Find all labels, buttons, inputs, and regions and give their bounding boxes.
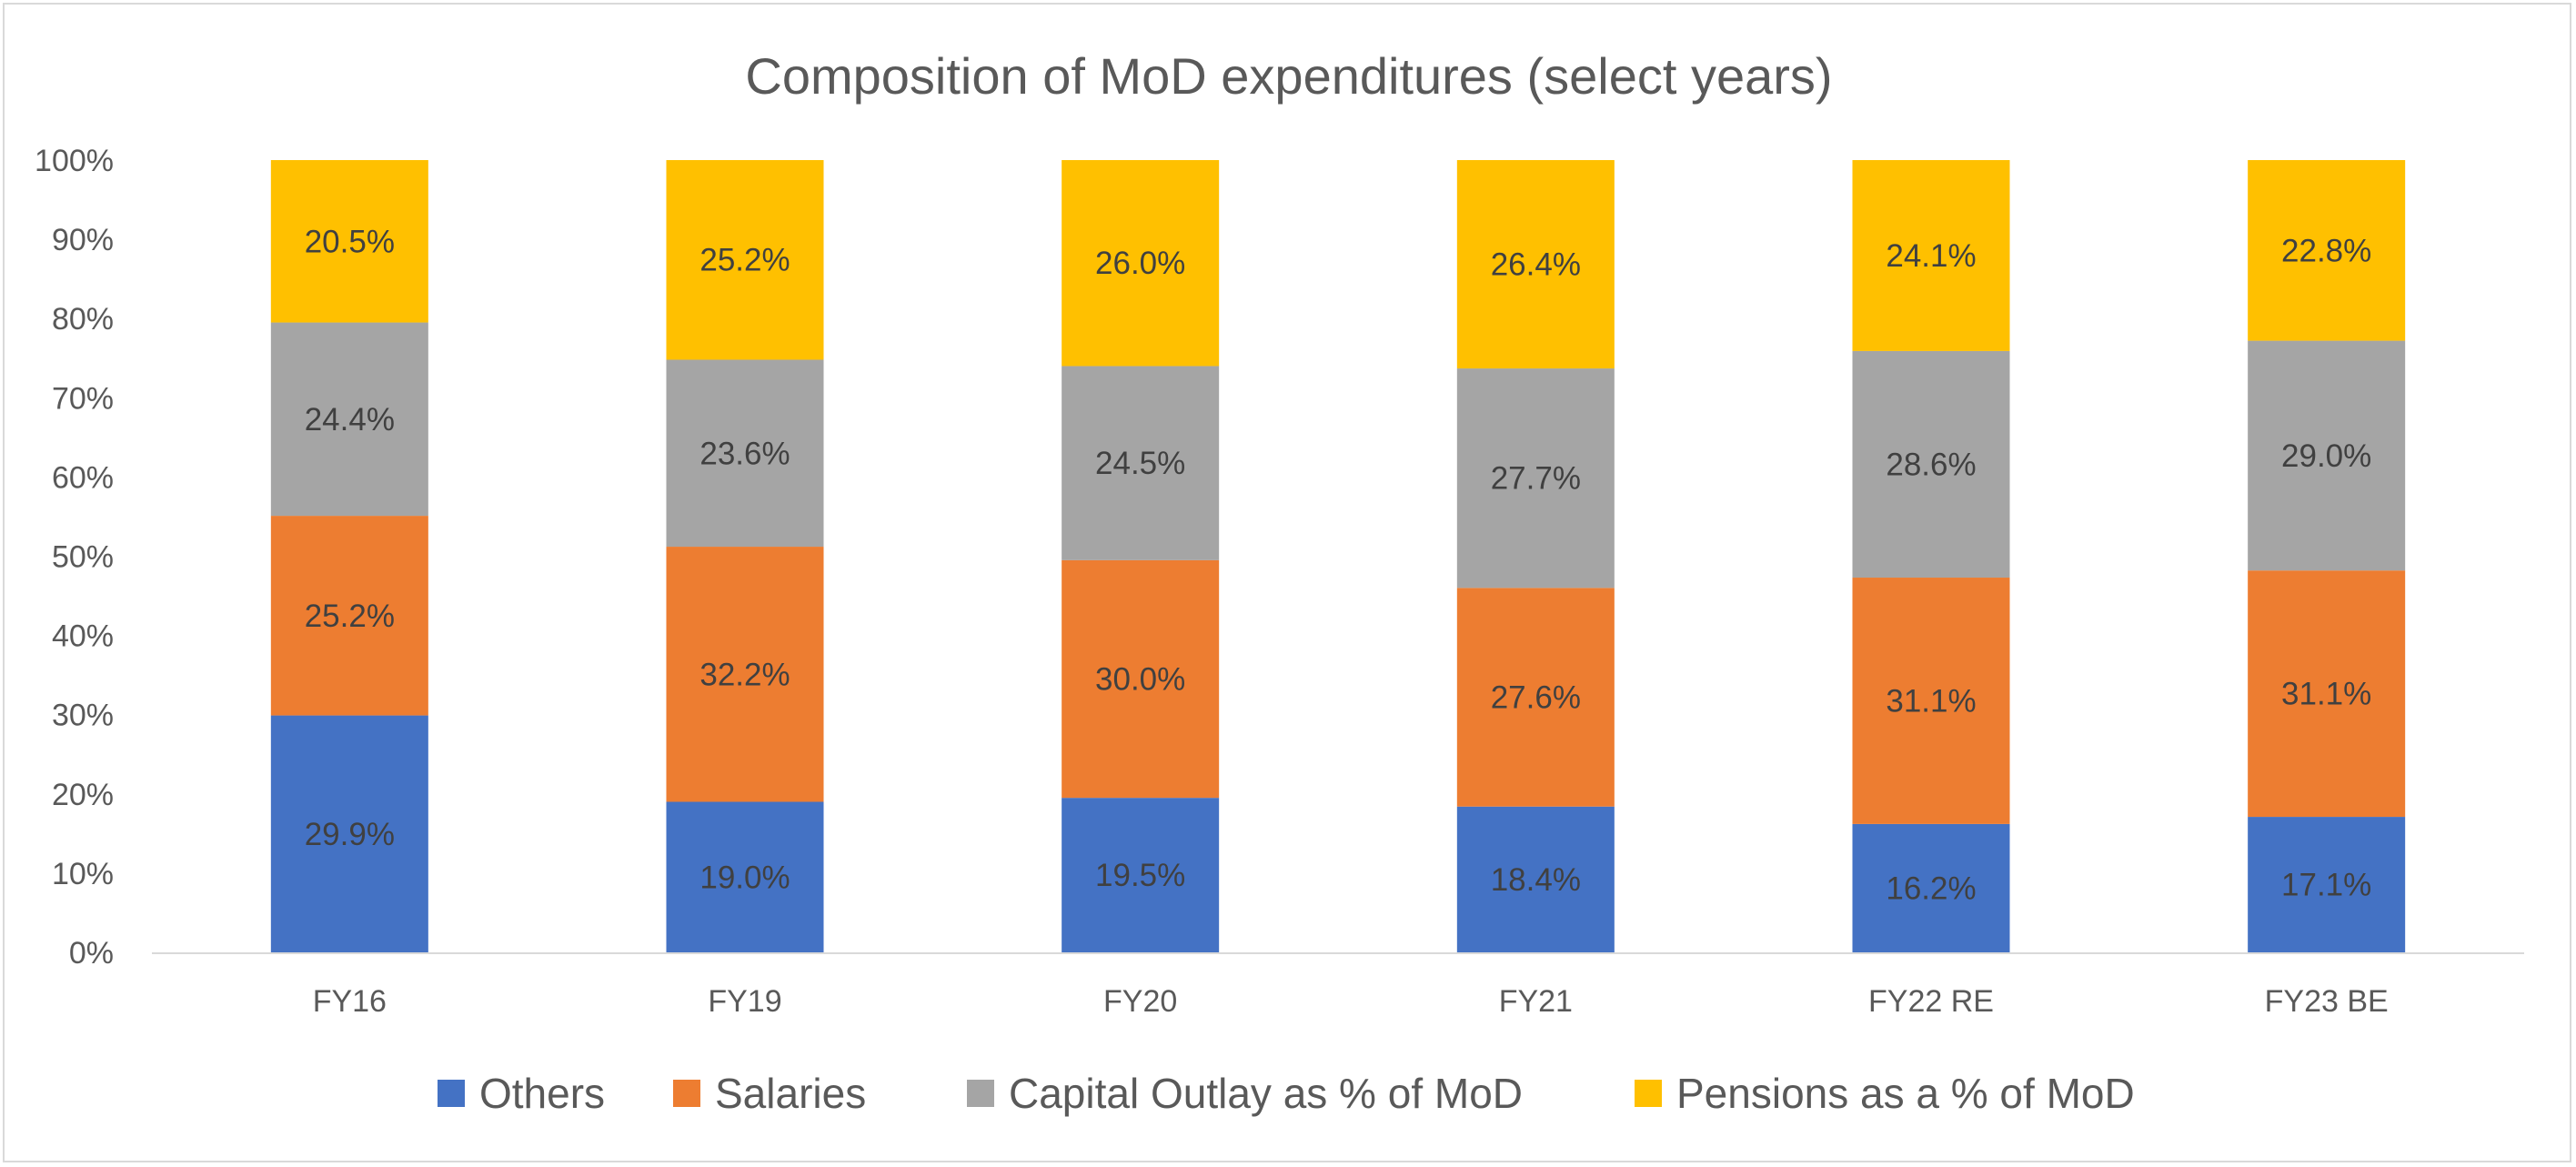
bar-segment [1062,798,1220,952]
stacked-bar-chart: Composition of MoD expenditures (select … [35,47,2524,1117]
x-tick-label: FY21 [1499,984,1573,1019]
bar-stack: 29.9% 25.2% 24.4% 20.5% [270,160,428,952]
data-label: 25.2% [305,599,395,634]
data-label: 20.5% [305,224,395,259]
bar-segment [1852,350,2010,578]
bar-segment [1062,160,1220,367]
x-tick-label: FY20 [1103,984,1177,1019]
legend-label: Pensions as a % of MoD [1676,1070,2135,1117]
data-label: 31.1% [1886,683,1976,719]
legend: Others Salaries Capital Outlay as % of MoD… [438,1070,2135,1117]
bar-segment [2248,817,2406,952]
x-tick-label: FY16 [313,984,387,1019]
data-label: 27.6% [1491,680,1581,716]
bar-segment [666,359,824,548]
data-label: 29.9% [305,817,395,852]
legend-item: Capital Outlay as % of MoD [967,1070,1523,1117]
bar-stack: 17.1% 31.1% 29.0% 22.8% [2248,160,2406,952]
data-label: 30.0% [1095,662,1185,698]
chart-title: Composition of MoD expenditures (select … [745,47,1832,105]
data-label: 22.8% [2281,233,2371,268]
bar-stack: 19.5% 30.0% 24.5% 26.0% [1062,160,1220,952]
y-axis: 0% 10% 20% 30% 40% 50% 60% 70% 80% 90% 100% [35,144,114,971]
bar-segment [2248,340,2406,571]
data-label: 27.7% [1491,461,1581,497]
chart-frame: Composition of MoD expenditures (select … [3,3,2571,1162]
data-label: 23.6% [699,436,790,471]
y-tick-label: 20% [52,778,114,812]
data-label: 16.2% [1886,870,1976,906]
legend-label: Others [479,1070,605,1117]
bar-segment [1456,160,1615,369]
y-tick-label: 10% [52,857,114,891]
bar-segment [270,160,428,323]
x-tick-label: FY23 BE [2265,984,2389,1019]
legend-swatch [438,1080,465,1107]
bar-stack: 16.2% 31.1% 28.6% 24.1% [1852,160,2010,952]
data-label: 19.5% [1095,858,1185,893]
data-label: 26.0% [1095,246,1185,281]
y-tick-label: 30% [52,699,114,733]
y-tick-label: 100% [35,144,114,178]
bar-segment [1062,366,1220,560]
data-label: 24.1% [1886,238,1976,274]
y-tick-label: 40% [52,619,114,654]
bar-segment [270,715,428,952]
legend-label: Salaries [715,1070,866,1117]
legend-item: Salaries [673,1070,866,1117]
legend-swatch [673,1080,700,1107]
bar-segment [1456,806,1615,952]
y-tick-label: 80% [52,302,114,337]
x-tick-label: FY19 [708,984,781,1019]
bar-segment [1062,559,1220,799]
data-label: 31.1% [2281,677,2371,712]
legend-label: Capital Outlay as % of MoD [1009,1070,1523,1117]
bar-segment [1456,368,1615,589]
bar-segment [666,801,824,952]
legend-item: Pensions as a % of MoD [1635,1070,2135,1117]
legend-item: Others [438,1070,605,1117]
data-label: 25.2% [699,243,790,278]
bar-segment [2248,160,2406,341]
bar-segment [1456,588,1615,807]
data-label: 26.4% [1491,247,1581,283]
bars: 29.9% 25.2% 24.4% 20.5% 19.0% 32.2% 23.6% 25.2%… [270,160,2406,952]
bar-segment [270,322,428,517]
legend-swatch [967,1080,994,1107]
bar-segment [1852,160,2010,351]
y-tick-label: 90% [52,223,114,257]
data-label: 24.4% [305,402,395,438]
y-tick-label: 50% [52,540,114,575]
data-label: 29.0% [2281,438,2371,474]
bar-segment [1852,823,2010,952]
y-tick-label: 60% [52,460,114,495]
bar-segment [1852,578,2010,824]
bar-stack: 18.4% 27.6% 27.7% 26.4% [1456,160,1615,952]
data-label: 19.0% [699,860,790,895]
bar-segment [270,516,428,716]
bar-segment [2248,570,2406,818]
data-label: 18.4% [1491,862,1581,898]
bar-stack: 19.0% 32.2% 23.6% 25.2% [666,160,824,952]
x-axis: FY16 FY19 FY20 FY21 FY22 RE FY23 BE [152,952,2524,1019]
data-label: 24.5% [1095,446,1185,481]
data-label: 32.2% [699,657,790,692]
data-label: 17.1% [2281,868,2371,903]
x-tick-label: FY22 RE [1868,984,1994,1019]
y-tick-label: 0% [69,936,114,971]
data-label: 28.6% [1886,447,1976,482]
legend-swatch [1635,1080,1662,1107]
bar-segment [666,160,824,360]
y-tick-label: 70% [52,381,114,416]
bar-segment [666,547,824,802]
